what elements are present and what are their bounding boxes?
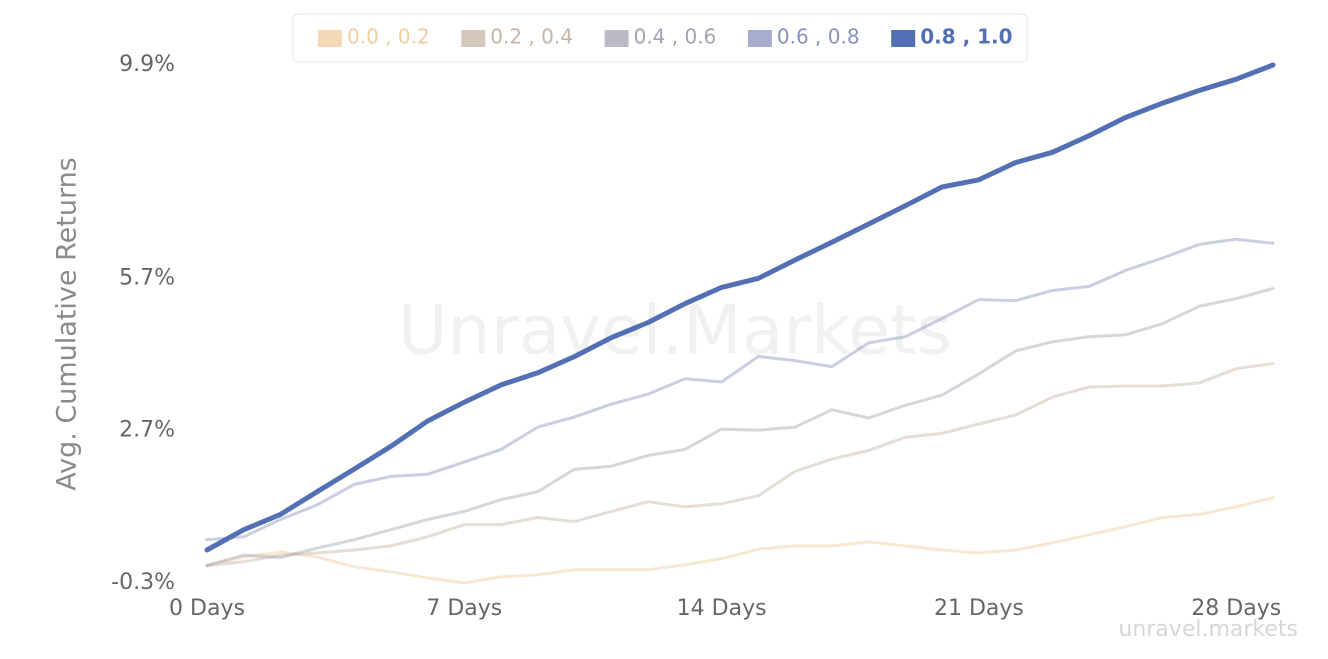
legend-swatch[interactable] [318,30,342,47]
footer-watermark: unravel.markets [1118,617,1298,642]
legend-label[interactable]: 0.8 , 1.0 [920,25,1012,49]
watermark: Unravel.Markets [398,292,952,371]
legend-label[interactable]: 0.2 , 0.4 [490,25,573,49]
y-tick-label: -0.3% [111,570,175,595]
legend-box [292,13,1028,63]
series-line [205,496,1275,585]
legend-swatch[interactable] [891,30,916,47]
legend-swatch[interactable] [747,30,772,47]
series-line [205,237,1275,542]
series-line [204,62,1276,553]
y-tick-label: 9.9% [119,52,175,77]
x-tick-label: 21 Days [934,596,1024,621]
series-line [205,287,1275,568]
legend-swatch[interactable] [461,30,486,47]
legend-swatch[interactable] [604,30,629,47]
y-axis-label: Avg. Cumulative Returns [52,157,83,491]
y-tick-label: 2.7% [119,418,175,443]
y-tick-label: 5.7% [119,265,175,290]
x-tick-label: 7 Days [426,596,502,621]
legend-label[interactable]: 0.6 , 0.8 [777,25,860,49]
legend-label[interactable]: 0.0 , 0.2 [347,25,430,49]
legend-label[interactable]: 0.4 , 0.6 [634,25,717,49]
x-tick-label: 28 Days [1191,596,1281,621]
x-tick-label: 0 Days [169,596,245,621]
x-tick-label: 14 Days [677,596,767,621]
series-line [205,362,1275,568]
